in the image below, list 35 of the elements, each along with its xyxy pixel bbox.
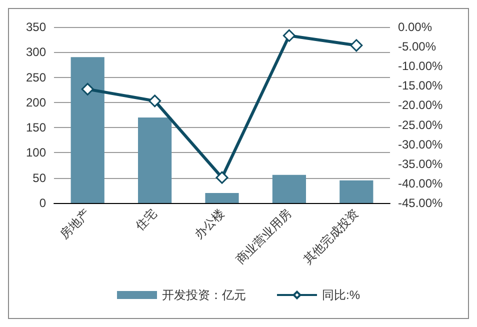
legend-label: 开发投资：亿元 [162, 288, 246, 302]
y-tick-label: 150 [26, 120, 46, 135]
bar [340, 180, 374, 203]
y2-tick-label: -40.00% [398, 176, 444, 190]
y-tick-label: 300 [26, 45, 46, 60]
y2-tick-label: -25.00% [398, 118, 444, 132]
point [350, 39, 363, 52]
y2-tick-label: -20.00% [398, 98, 444, 112]
point [81, 82, 94, 96]
point [282, 29, 296, 42]
bar [272, 174, 306, 203]
y-tick-label: 0 [39, 196, 46, 210]
bar [70, 57, 104, 203]
point [216, 171, 228, 184]
bar [205, 192, 239, 203]
y-tick-label: 350 [26, 20, 46, 34]
y-tick-label: 100 [26, 146, 46, 160]
bar [138, 118, 172, 203]
x-tick-label: 办公楼 [192, 206, 227, 242]
legend-label: 同比:% [322, 288, 360, 302]
y2-tick-label: -45.00% [398, 196, 444, 210]
y-tick-label: 200 [26, 95, 46, 110]
y2-tick-label: -15.00% [398, 78, 444, 93]
y2-tick-label: 0.00% [398, 20, 432, 34]
x-tick-label: 商业营业用房 [233, 206, 294, 267]
point [148, 94, 162, 108]
y-tick-label: 50 [32, 170, 46, 185]
x-tick-label: 其他完成投资 [300, 206, 362, 267]
y2-tick-label: -30.00% [398, 137, 444, 152]
x-tick-label: 住宅 [132, 206, 160, 234]
y2-tick-label: -5.00% [398, 40, 436, 54]
y-tick-label: 250 [26, 70, 46, 84]
x-tick-label: 房地产 [57, 206, 93, 242]
y2-tick-label: -10.00% [398, 59, 444, 74]
y2-tick-label: -35.00% [398, 156, 444, 171]
